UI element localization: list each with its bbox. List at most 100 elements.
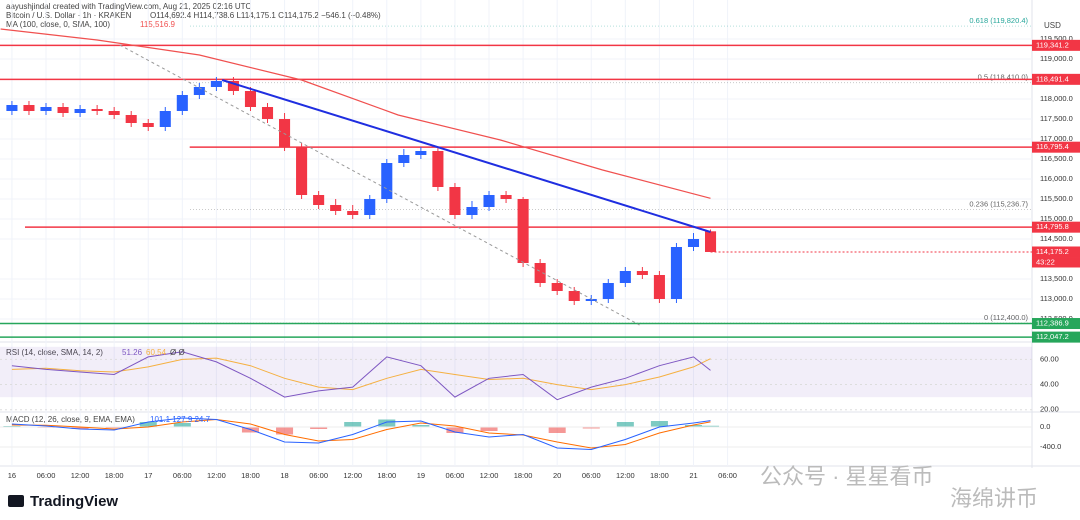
candle-body	[313, 195, 325, 205]
y-tick-label: 118,000.0	[1040, 94, 1073, 103]
fib-label: 0.5 (118,410.0)	[978, 73, 1029, 82]
candle-body	[483, 195, 495, 207]
y-tick-label: 115,000.0	[1040, 214, 1073, 223]
candle-body	[432, 151, 444, 187]
fib-label: 0.618 (119,820.4)	[969, 16, 1028, 25]
candle-body	[159, 111, 171, 127]
rsi-line	[11, 351, 711, 401]
candle-body	[551, 283, 563, 291]
trend-line	[0, 28, 711, 199]
macd-hist	[616, 422, 634, 427]
x-tick-label: 19	[417, 471, 425, 480]
x-tick-label: 06:00	[309, 471, 328, 480]
macd-hist	[276, 427, 294, 435]
watermark: 海绵讲币	[950, 486, 1038, 511]
macd-hist	[139, 422, 157, 427]
candle-body	[57, 107, 69, 113]
currency: USD	[1044, 21, 1061, 30]
rsi-ma-line	[11, 357, 711, 391]
macd-hist	[582, 427, 600, 429]
macd-hist	[344, 422, 362, 427]
candle-body	[125, 115, 137, 123]
candle-body	[330, 205, 342, 211]
macd-hist	[412, 425, 430, 427]
price-label-box	[1032, 331, 1080, 343]
symbol-title: Bitcoin / U.S. Dollar · 1h · KRAKEN	[6, 11, 132, 20]
x-tick-label: 18:00	[377, 471, 396, 480]
macd-hist	[446, 427, 464, 433]
candle-body	[636, 271, 648, 275]
macd-tick-label: -400.0	[1040, 442, 1061, 451]
x-tick-label: 18:00	[514, 471, 533, 480]
candle-body	[279, 119, 291, 147]
x-tick-label: 20	[553, 471, 561, 480]
candle-body	[704, 231, 717, 252]
x-tick-label: 06:00	[582, 471, 601, 480]
price-label: 119,341.2	[1036, 40, 1069, 49]
candle-body	[40, 107, 52, 111]
macd-hist	[173, 423, 191, 427]
macd-tick-label: 0.0	[1040, 422, 1050, 431]
price-label: 112,047.2	[1036, 332, 1069, 341]
y-tick-label: 113,500.0	[1040, 274, 1073, 283]
y-tick-label: 117,000.0	[1040, 134, 1073, 143]
price-label-box	[1032, 318, 1080, 330]
x-tick-label: 12:00	[71, 471, 90, 480]
candle-body	[210, 81, 222, 87]
candle-body	[347, 211, 359, 215]
price-label-box	[1032, 221, 1080, 233]
price-label: 112,386.9	[1036, 319, 1069, 328]
trend-line	[119, 44, 640, 326]
candle-body	[6, 105, 18, 111]
price-label: 114,795.8	[1036, 222, 1069, 231]
x-tick-label: 12:00	[616, 471, 635, 480]
rsi-band	[0, 346, 1032, 398]
candle-body	[466, 207, 478, 215]
y-tick-label: 113,000.0	[1040, 294, 1073, 303]
candle-body	[670, 247, 682, 299]
countdown: 43:22	[1036, 257, 1055, 266]
ohlc: O114,692.4 H114,738.6 L114,175.1 C114,17…	[150, 11, 381, 20]
candle-body	[193, 87, 205, 95]
countdown-box	[1032, 257, 1080, 268]
x-tick-label: 12:00	[480, 471, 499, 480]
logo-icon	[8, 495, 24, 507]
candle-body	[585, 299, 597, 301]
x-tick-label: 17	[144, 471, 152, 480]
candle-body	[74, 109, 86, 113]
candle-body	[176, 95, 188, 111]
rsi-tick-label: 60.00	[1040, 354, 1059, 363]
candle-body	[534, 263, 546, 283]
macd-hist	[548, 427, 566, 433]
candle-body	[619, 271, 631, 283]
fib-label: 0.236 (115,236.7)	[969, 200, 1028, 209]
candle-body	[261, 107, 274, 119]
candle-body	[398, 155, 410, 163]
macd-hist	[702, 425, 720, 427]
rsi-extra: Ø Ø	[170, 348, 185, 357]
candle-body	[296, 147, 308, 195]
credit: aayushjindal created with TradingView.co…	[6, 2, 252, 11]
x-tick-label: 18:00	[650, 471, 669, 480]
price-label-box	[1032, 73, 1080, 85]
candle-body	[227, 81, 239, 91]
trend-line	[221, 79, 711, 233]
y-tick-label: 116,500.0	[1040, 154, 1073, 163]
macd-values: 101.1 127.9 24.7	[150, 415, 211, 424]
candle-body	[91, 109, 103, 111]
candle-body	[142, 123, 154, 127]
x-tick-label: 21	[689, 471, 697, 480]
candle-body	[23, 105, 35, 111]
price-label: 118,491.4	[1036, 74, 1069, 83]
price-label-box	[1032, 141, 1080, 153]
candle-body	[415, 151, 427, 155]
candle-body	[500, 195, 512, 199]
ma-value: 115,516.9	[140, 20, 176, 29]
fib-label: 0 (112,400.0)	[984, 313, 1029, 322]
rsi-ma-value: 60.54	[146, 348, 167, 357]
candle-body	[381, 163, 393, 199]
y-tick-label: 119,000.0	[1040, 54, 1073, 63]
macd-label: MACD (12, 26, close, 9, EMA, EMA)	[6, 415, 135, 424]
macd-line	[11, 417, 711, 451]
